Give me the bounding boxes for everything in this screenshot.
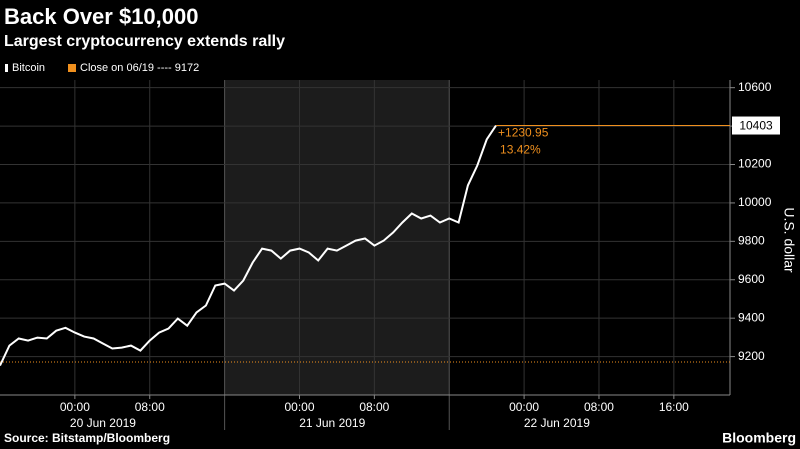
x-tick-label: 08:00 <box>359 400 389 414</box>
x-tick-label: 08:00 <box>584 400 614 414</box>
y-axis-label: U.S. dollar <box>781 207 797 273</box>
legend-swatch <box>5 64 8 72</box>
chart-title: Back Over $10,000 <box>4 4 199 29</box>
source: Source: Bitstamp/Bloomberg <box>4 431 170 445</box>
legend-swatch <box>68 64 76 72</box>
x-date-label: 20 Jun 2019 <box>70 416 136 430</box>
last-value-box <box>732 116 780 135</box>
chart-subtitle: Largest cryptocurrency extends rally <box>4 33 285 50</box>
x-tick-label: 08:00 <box>135 400 165 414</box>
change-label: 13.42% <box>500 143 541 157</box>
y-tick-label: 9200 <box>738 349 765 363</box>
shaded-region <box>224 80 450 395</box>
x-tick-label: 16:00 <box>659 400 689 414</box>
x-tick-label: 00:00 <box>60 400 90 414</box>
x-tick-label: 00:00 <box>284 400 314 414</box>
x-date-label: 21 Jun 2019 <box>299 416 365 430</box>
y-tick-label: 9400 <box>738 310 765 324</box>
y-tick-label: 10200 <box>738 157 772 171</box>
x-tick-label: 00:00 <box>509 400 539 414</box>
y-tick-label: 10600 <box>738 80 772 94</box>
x-date-label: 22 Jun 2019 <box>524 416 590 430</box>
legend: Bitcoin Close on 06/19 ---- 9172 <box>5 62 199 74</box>
change-label: +1230.95 <box>498 126 549 140</box>
price-line <box>0 124 497 367</box>
legend-label: Close on 06/19 ---- 9172 <box>80 62 199 74</box>
last-value-label: 10403 <box>739 119 773 133</box>
y-tick-label: 9800 <box>738 234 765 248</box>
y-tick-label: 10000 <box>738 195 772 209</box>
legend-label: Bitcoin <box>12 62 45 74</box>
brand: Bloomberg <box>722 430 796 446</box>
y-tick-label: 9600 <box>738 272 765 286</box>
